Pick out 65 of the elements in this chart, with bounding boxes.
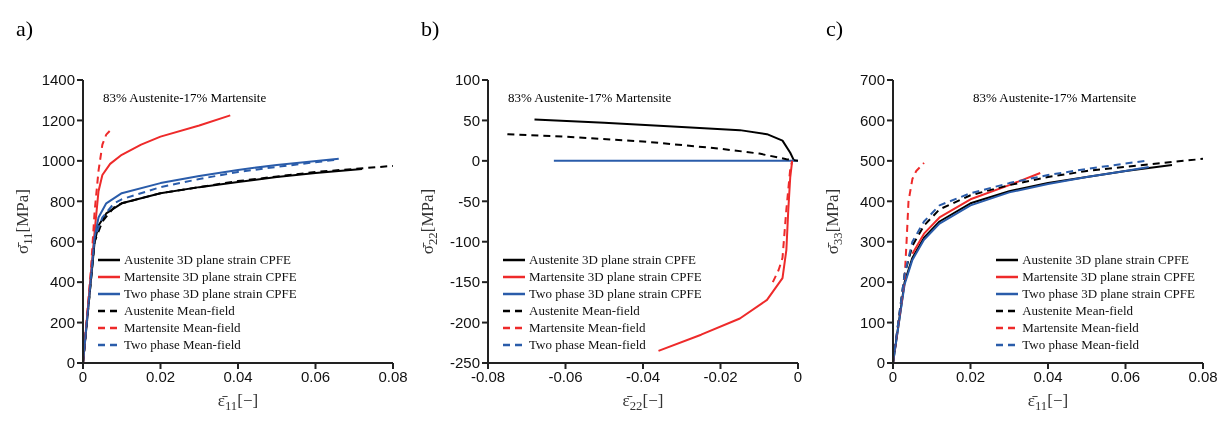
x-tick-label: 0	[78, 367, 88, 385]
y-tick-label: 300	[859, 233, 885, 251]
y-tick-label: 200	[49, 313, 75, 331]
x-tick-label: 0.04	[1033, 367, 1063, 385]
y-tick-label: 1200	[41, 111, 75, 129]
legend-label: Austenite Mean-field	[124, 302, 235, 319]
legend-label: Austenite Mean-field	[1022, 302, 1134, 319]
x-tick-label: 0.02	[145, 367, 176, 385]
y-tick-label: -150	[449, 273, 480, 291]
y-tick-label: 800	[49, 192, 75, 210]
y-tick-label: 100	[454, 71, 480, 89]
y-tick-label: 700	[859, 71, 885, 89]
x-tick-label: 0.02	[955, 367, 986, 385]
legend-label: Two phase 3D plane strain CPFE	[124, 285, 297, 302]
annotation: 83% Austenite-17% Martensite	[973, 90, 1137, 106]
legend-label: Austenite 3D plane strain CPFE	[529, 251, 696, 268]
x-axis-title: ε̄$_{11}$[−]	[217, 391, 259, 413]
legend-label: Martensite Mean-field	[529, 319, 646, 336]
legend-label: Austenite 3D plane strain CPFE	[124, 251, 291, 268]
legend-label: Two phase 3D plane strain CPFE	[1022, 285, 1195, 302]
y-tick-label: 400	[859, 192, 885, 210]
y-tick-label: 0	[66, 354, 75, 372]
x-tick-label: -0.06	[548, 367, 583, 385]
y-tick-label: 400	[49, 273, 75, 291]
x-tick-label: 0.04	[223, 367, 253, 385]
x-tick-label: -0.02	[703, 367, 738, 385]
legend-label: Two phase Mean-field	[124, 336, 241, 353]
y-tick-label: 0	[876, 354, 885, 372]
x-tick-label: 0	[793, 367, 803, 385]
legend-label: Martensite Mean-field	[124, 319, 241, 336]
y-tick-label: 1000	[41, 152, 75, 170]
y-tick-label: 600	[859, 111, 885, 129]
annotation: 83% Austenite-17% Martensite	[103, 90, 267, 106]
chart-title: c)	[826, 16, 844, 42]
y-tick-label: 50	[463, 111, 480, 129]
legend-label: Martensite Mean-field	[1022, 319, 1139, 336]
x-axis-title: ε̄$_{22}$[−]	[622, 391, 664, 413]
line-series	[911, 171, 1042, 255]
legend-label: Martensite 3D plane strain CPFE	[529, 268, 702, 285]
legend-label: Martensite 3D plane strain CPFE	[1022, 268, 1195, 285]
x-axis-title: ε̄$_{11}$[−]	[1027, 391, 1069, 413]
y-tick-label: 600	[49, 233, 75, 251]
legend-label: Two phase Mean-field	[1022, 336, 1140, 353]
y-tick-label: -200	[449, 313, 480, 331]
x-tick-label: 0.06	[300, 367, 331, 385]
legend-label: Two phase 3D plane strain CPFE	[529, 285, 702, 302]
chart-title: b)	[421, 16, 440, 42]
x-tick-label: 0.06	[1110, 367, 1141, 385]
x-tick-label: 0.08	[1188, 367, 1218, 385]
legend-label: Austenite 3D plane strain CPFE	[1022, 251, 1190, 268]
x-tick-label: 0	[888, 367, 898, 385]
x-tick-label: -0.04	[625, 367, 661, 385]
legend-label: Martensite 3D plane strain CPFE	[124, 268, 297, 285]
y-tick-label: -100	[449, 233, 480, 251]
y-tick-label: 500	[859, 152, 885, 170]
x-tick-label: 0.08	[378, 367, 408, 385]
y-tick-label: 1400	[41, 71, 75, 89]
y-tick-label: 100	[859, 313, 885, 331]
y-tick-label: -50	[458, 192, 480, 210]
chart-title: a)	[16, 16, 34, 42]
y-tick-label: 0	[471, 152, 480, 170]
legend-label: Two phase Mean-field	[529, 336, 646, 353]
y-tick-label: 200	[859, 273, 885, 291]
annotation: 83% Austenite-17% Martensite	[508, 90, 672, 106]
legend-label: Austenite Mean-field	[529, 302, 640, 319]
